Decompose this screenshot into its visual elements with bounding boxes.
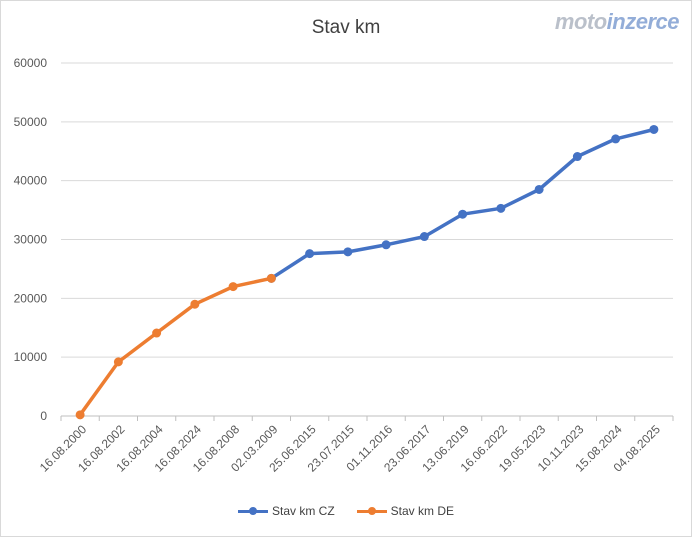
watermark-highlight: inzerce (606, 9, 680, 34)
legend-label-cz: Stav km CZ (271, 504, 335, 518)
data-point-cz (534, 184, 544, 194)
data-point-cz (343, 247, 353, 257)
y-tick-label: 30000 (14, 233, 48, 247)
data-point-cz (572, 152, 582, 162)
legend-label-de: Stav km DE (390, 504, 455, 518)
data-point-de (75, 410, 85, 420)
y-tick-label: 0 (40, 409, 47, 423)
series-line-de (78, 276, 274, 417)
y-tick-label: 50000 (14, 115, 48, 129)
motoinzerce-watermark-logo: motoinzerce (554, 9, 680, 35)
series-line-cz (269, 127, 656, 281)
watermark-prefix: moto (554, 9, 607, 34)
data-point-cz (419, 232, 429, 242)
legend-swatch-de (356, 506, 387, 516)
data-point-cz (496, 203, 506, 213)
data-point-cz (458, 209, 468, 219)
data-point-de (266, 273, 276, 283)
chart-legend: Stav km CZ Stav km DE (1, 504, 691, 518)
chart-title: Stav km (311, 17, 381, 38)
legend-dot-cz (248, 507, 257, 515)
legend-dot-de (367, 507, 376, 515)
legend-item-de[interactable]: Stav km DE (356, 504, 455, 518)
y-tick-label: 40000 (14, 174, 48, 188)
data-point-cz (611, 134, 621, 144)
legend-swatch-cz (237, 506, 268, 516)
data-point-de (228, 282, 238, 292)
data-point-de (152, 328, 162, 338)
y-tick-label: 20000 (14, 291, 48, 305)
data-point-de (113, 357, 123, 367)
data-point-cz (381, 240, 391, 250)
data-point-cz (649, 124, 659, 134)
data-point-de (190, 299, 200, 309)
y-tick-label: 10000 (14, 350, 48, 364)
data-point-cz (305, 249, 315, 259)
y-tick-label: 60000 (14, 56, 48, 70)
legend-item-cz[interactable]: Stav km CZ (237, 504, 335, 518)
